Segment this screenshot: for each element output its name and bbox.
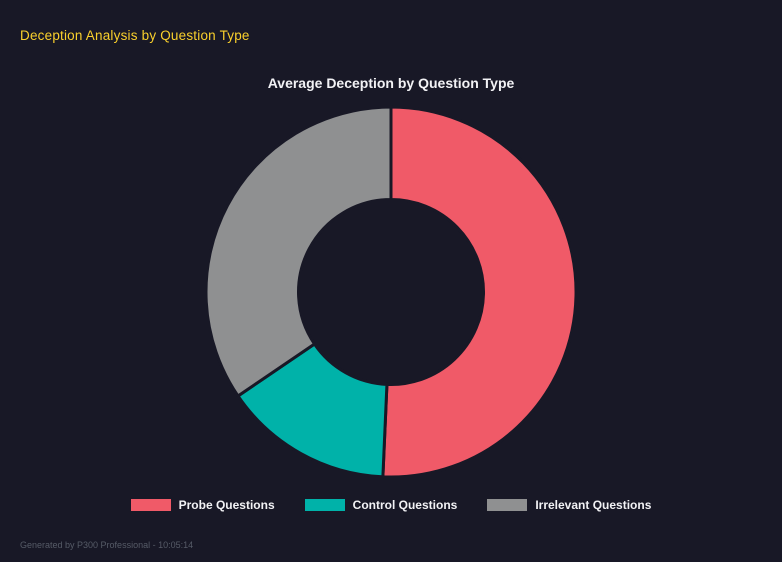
chart-legend: Probe Questions Control Questions Irrele… (130, 498, 651, 512)
footer-note: Generated by P300 Professional - 10:05:1… (20, 540, 194, 550)
chart-title: Average Deception by Question Type (267, 75, 515, 91)
legend-label-probe-questions: Probe Questions (178, 498, 275, 512)
legend-item-irrelevant-questions[interactable]: Irrelevant Questions (487, 498, 651, 512)
donut-chart-area (201, 102, 581, 482)
legend-item-probe-questions[interactable]: Probe Questions (130, 498, 275, 512)
donut-slice-probe-questions[interactable] (381, 105, 578, 479)
legend-item-control-questions[interactable]: Control Questions (304, 498, 458, 512)
legend-swatch-probe-questions (130, 499, 171, 511)
donut-slice-irrelevant-questions[interactable] (204, 105, 393, 398)
page-title: Deception Analysis by Question Type (20, 28, 250, 43)
legend-label-irrelevant-questions: Irrelevant Questions (535, 498, 652, 512)
donut-chart (204, 105, 578, 479)
legend-swatch-irrelevant-questions (487, 499, 528, 511)
legend-label-control-questions: Control Questions (352, 498, 458, 512)
legend-swatch-control-questions (304, 499, 345, 511)
donut-slice-control-questions[interactable] (236, 342, 389, 479)
